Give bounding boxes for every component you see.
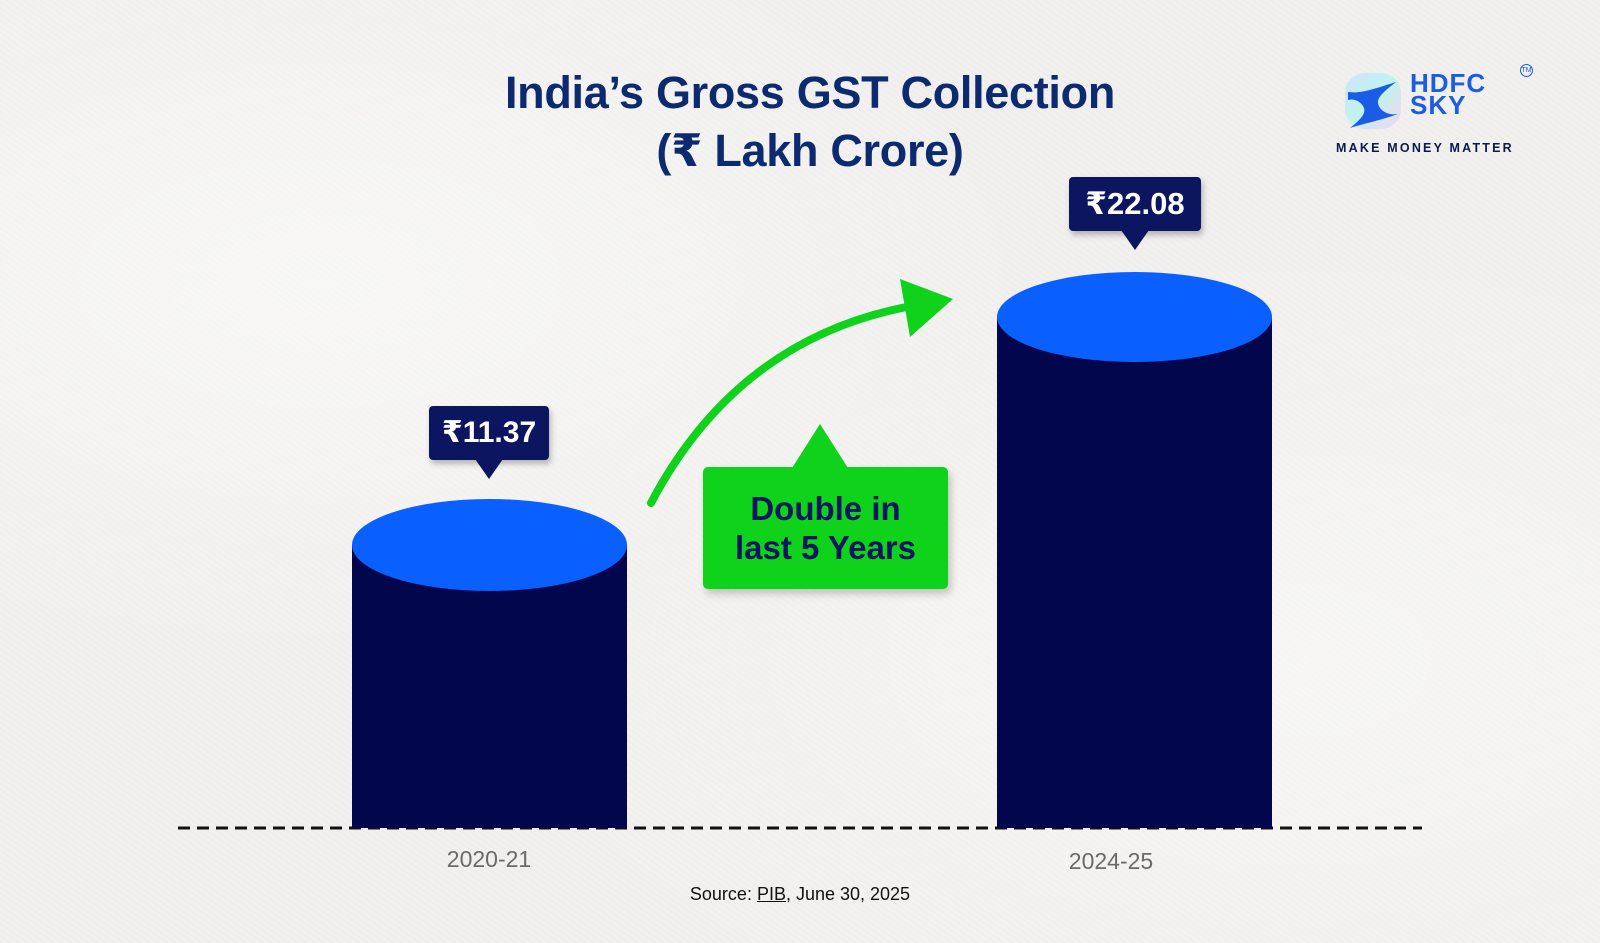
category-label-2024-25: 2024-25 — [1068, 848, 1154, 874]
trademark-icon: TM — [1520, 64, 1533, 77]
brand-tagline: MAKE MONEY MATTER — [1336, 141, 1514, 155]
value-label-2020-21: ₹11.37 — [429, 406, 549, 479]
chart-title-line1: India’s Gross GST Collection — [504, 67, 1116, 118]
brand-name-line2: SKY — [1410, 90, 1467, 120]
value-label-2024-25: ₹22.08 — [1069, 177, 1201, 250]
source-link-pib[interactable]: PIB — [756, 884, 786, 904]
growth-annotation-line2: last 5 Years — [734, 529, 917, 566]
growth-annotation: Double in last 5 Years — [703, 424, 948, 589]
brand-name: HDFC SKY — [1410, 68, 1487, 120]
bar-2024-25 — [997, 272, 1272, 828]
bar-2020-21 — [352, 499, 627, 828]
category-label-2020-21: 2020-21 — [446, 846, 532, 872]
source-prefix: Source: — [689, 884, 757, 904]
source-suffix: , June 30, 2025 — [785, 884, 911, 904]
hdfc-sky-logo: HDFC SKY TM MAKE MONEY MATTER — [1336, 64, 1540, 166]
source-note: Source: PIB, June 30, 2025 — [0, 884, 1600, 905]
growth-arrow-icon — [647, 279, 953, 507]
chart-title-line2: (₹ Lakh Crore) — [656, 125, 964, 176]
hdfc-sky-logo-icon — [1345, 73, 1401, 129]
brand-name-line1: HDFC — [1410, 68, 1487, 98]
chart-title: India’s Gross GST Collection (₹ Lakh Cro… — [0, 64, 1600, 180]
growth-annotation-line1: Double in — [750, 490, 901, 527]
